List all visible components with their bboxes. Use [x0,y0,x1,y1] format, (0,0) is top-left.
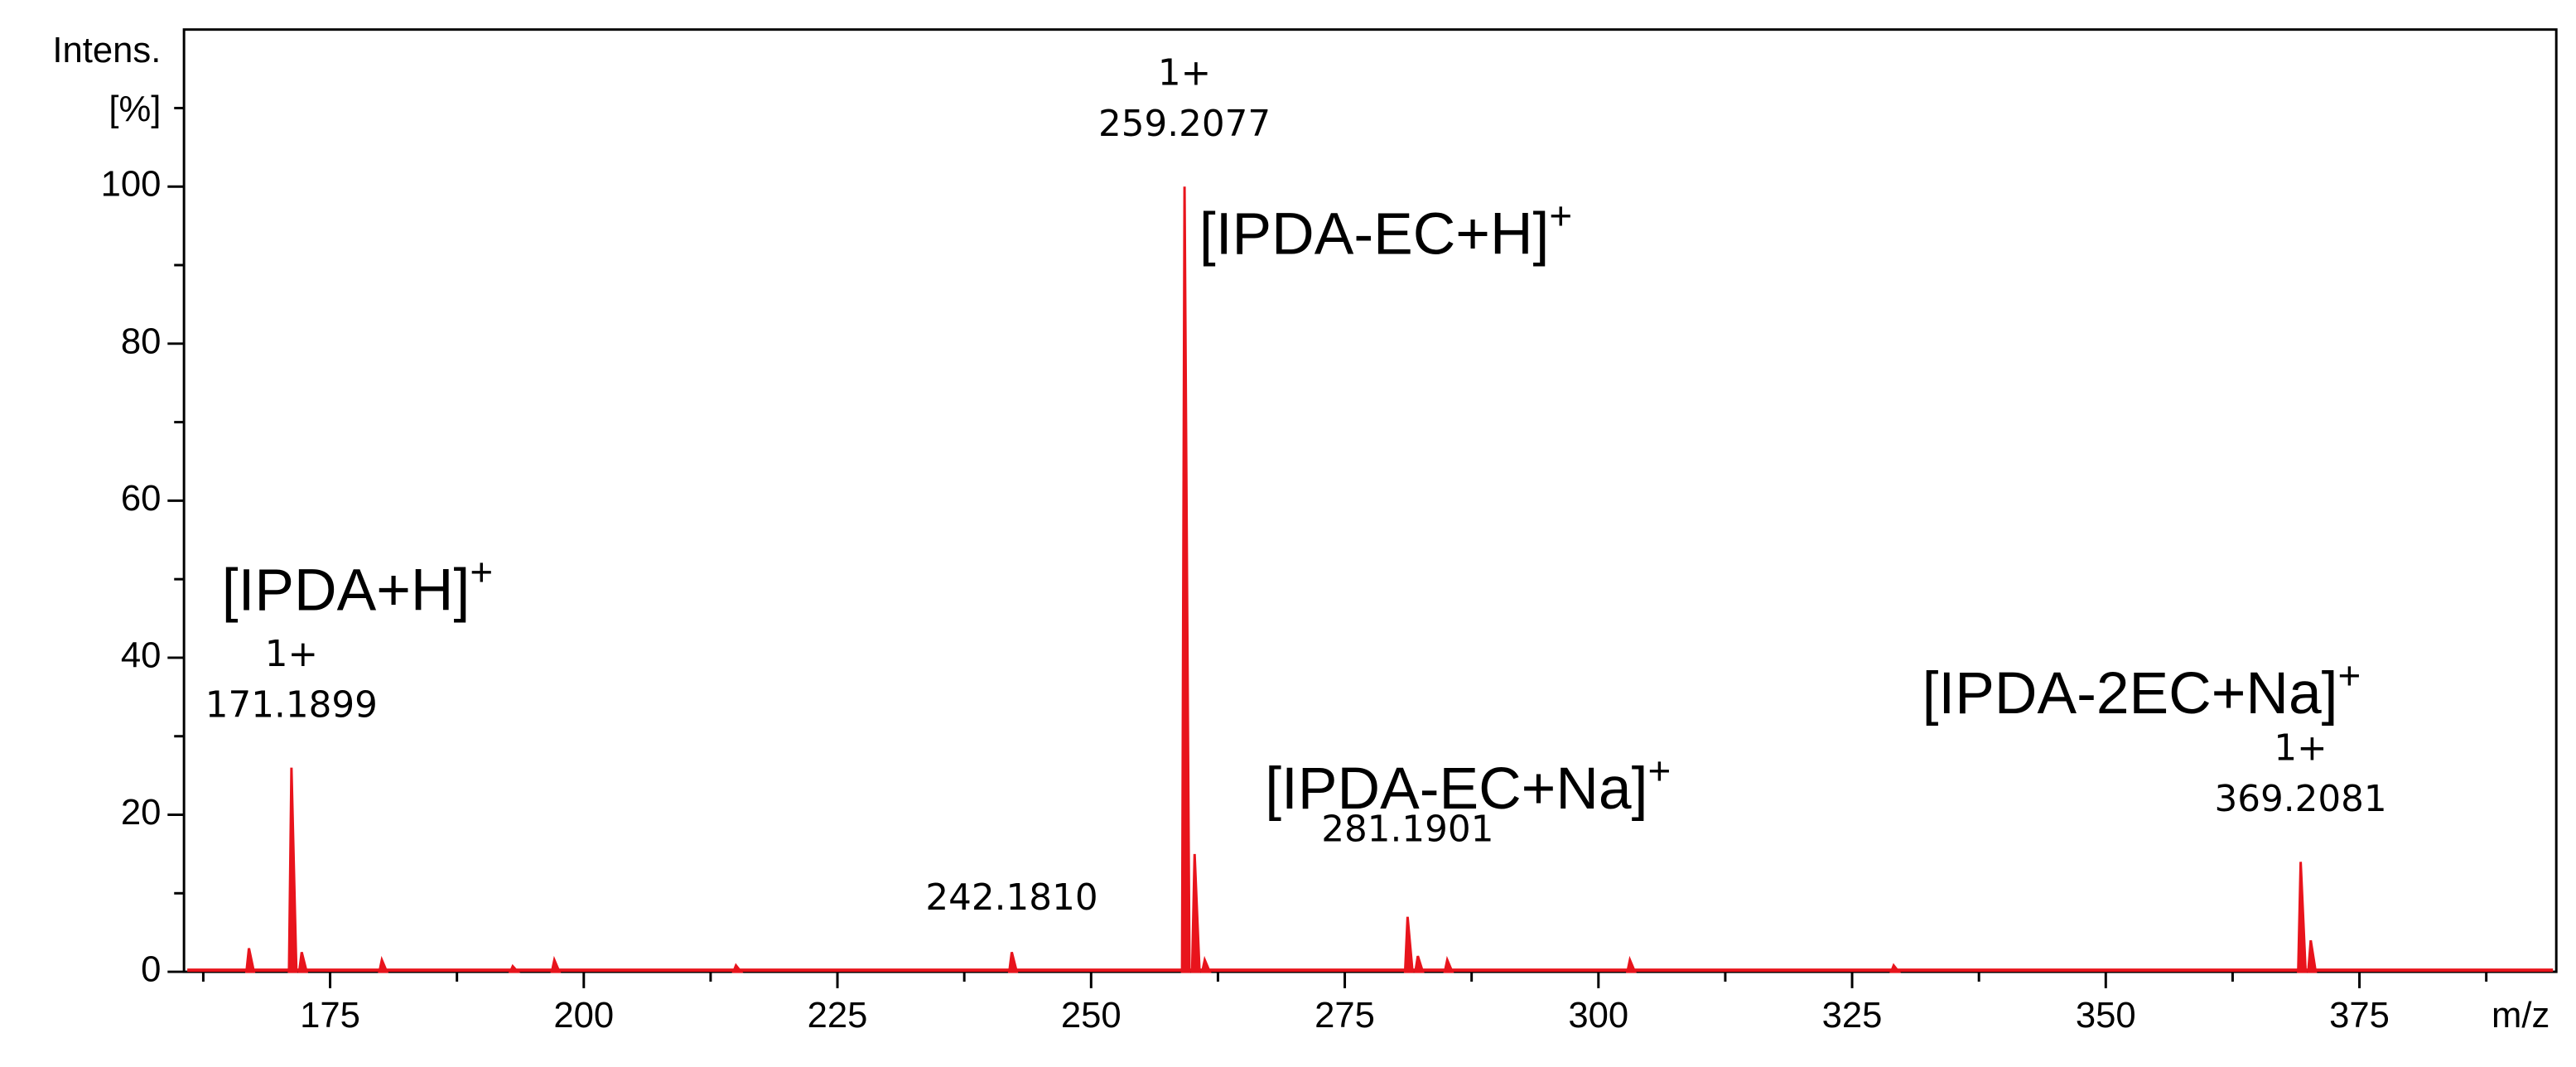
peak-mz: 281.1901 [1321,809,1493,851]
peak-mz: 171.1899 [205,684,378,726]
peak [2297,862,2308,973]
y-axis-label: Intens. [52,31,161,70]
peak-mz: 369.2081 [2215,779,2387,820]
x-tick-label: 350 [2076,996,2136,1036]
x-tick-label: 175 [300,996,360,1036]
peak [378,955,389,973]
peak [244,948,256,973]
ion-label: [IPDA-2EC+Na]+ [1922,654,2361,727]
ion-label: [IPDA-EC+Na]+ [1265,749,1671,822]
peak [1414,955,1425,973]
peak [1200,955,1212,973]
peak-charge: 1+ [1158,53,1211,94]
y-tick-label: 40 [121,635,162,675]
peak [1443,955,1454,973]
ion-label: [IPDA+H]+ [222,550,493,623]
ion-charge: + [470,550,493,594]
peak [731,963,744,973]
x-tick-label: 275 [1315,996,1375,1036]
ion-label: [IPDA-EC+H]+ [1199,194,1572,267]
ion-name: [IPDA-EC+H] [1199,200,1550,267]
ion-name: [IPDA+H] [222,557,470,623]
y-tick-label: 60 [121,479,162,519]
peak-charge: 1+ [265,634,318,675]
x-tick-label: 300 [1568,996,1628,1036]
peak [1889,963,1902,973]
y-tick-label: 100 [101,165,162,205]
ion-charge: + [2338,654,2361,698]
peak [297,952,309,973]
x-tick-label: 325 [1822,996,1883,1036]
peak [1625,955,1637,973]
peak-charge: 1+ [2274,728,2327,770]
x-tick-label: 200 [553,996,614,1036]
peak-mz: 259.2077 [1098,104,1271,145]
ion-charge: + [1549,194,1572,238]
y-tick-label: 0 [141,950,161,990]
peak [508,963,521,973]
x-tick-label: 250 [1061,996,1122,1036]
ion-name: [IPDA-2EC+Na] [1922,660,2338,727]
y-tick-label: 80 [121,321,162,361]
x-tick-label: 375 [2329,996,2390,1036]
peak [2307,939,2318,973]
x-axis-label: m/z [2492,996,2549,1036]
peak-mz: 242.1810 [925,877,1097,919]
peak [1403,916,1414,973]
y-axis-unit: [%] [109,89,161,129]
x-tick-label: 225 [808,996,868,1036]
peak [1190,853,1201,973]
ion-name: [IPDA-EC+Na] [1265,756,1647,822]
peak [550,955,562,973]
peak [1007,952,1019,973]
peak [1180,186,1191,973]
ion-charge: + [1647,749,1671,793]
y-tick-label: 20 [121,793,162,833]
peak [287,767,298,973]
